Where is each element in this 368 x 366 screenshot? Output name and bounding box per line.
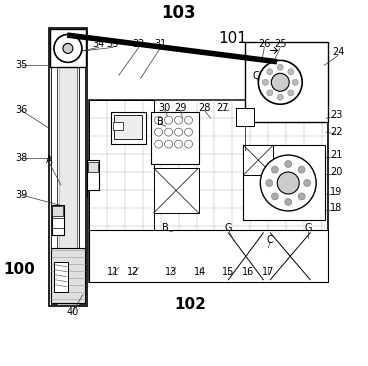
Text: 19: 19 [330,187,342,197]
Circle shape [155,116,163,124]
Text: 18: 18 [330,203,342,213]
Text: B: B [162,223,169,233]
Circle shape [277,64,283,70]
Circle shape [304,179,311,187]
Bar [243,145,273,175]
Circle shape [267,69,273,75]
Text: 21: 21 [330,150,342,160]
Circle shape [260,155,316,211]
Text: 39: 39 [15,190,27,200]
Text: 16: 16 [242,267,255,277]
Bar [88,162,98,172]
Bar [153,168,198,213]
Bar [87,160,99,190]
Circle shape [277,172,299,194]
Text: C: C [253,71,260,81]
Circle shape [298,193,305,200]
Text: G: G [225,223,232,233]
Text: 29: 29 [174,103,187,113]
Bar [89,230,328,282]
Text: 33: 33 [107,40,119,49]
Circle shape [271,73,289,91]
Text: 14: 14 [194,267,206,277]
Bar [79,30,85,304]
Bar [151,112,198,164]
Text: 30: 30 [159,103,171,113]
Bar [243,145,325,220]
Bar [236,108,254,126]
Circle shape [271,193,278,200]
Circle shape [184,128,192,136]
Bar [111,112,146,144]
Circle shape [285,161,292,168]
Circle shape [288,69,294,75]
Circle shape [267,90,273,96]
Circle shape [262,79,268,85]
Circle shape [258,60,302,104]
Bar [87,175,99,197]
Text: 36: 36 [15,105,27,115]
Text: B: B [157,117,164,127]
Circle shape [155,128,163,136]
Text: 11: 11 [107,267,119,277]
Bar [51,30,57,304]
Text: A: A [46,155,52,165]
Circle shape [164,116,173,124]
Circle shape [174,140,183,148]
Circle shape [164,128,173,136]
Text: 27: 27 [216,103,229,113]
Circle shape [184,140,192,148]
Circle shape [174,116,183,124]
Text: 24: 24 [332,47,344,57]
Circle shape [277,94,283,100]
Text: 38: 38 [15,153,27,163]
Text: 40: 40 [67,307,79,317]
Text: 35: 35 [15,60,27,70]
Text: 102: 102 [174,297,206,312]
Bar [89,100,328,282]
Bar [114,115,142,139]
Bar [245,42,328,122]
Bar [54,262,68,292]
Bar [89,100,153,282]
Text: 15: 15 [222,267,235,277]
Text: 34: 34 [93,40,105,49]
Text: G: G [304,223,312,233]
Text: 26: 26 [258,40,270,49]
Circle shape [164,140,173,148]
Circle shape [184,116,192,124]
Bar [113,122,123,130]
Text: 12: 12 [127,267,139,277]
Text: 100: 100 [3,262,35,277]
Text: 25: 25 [274,40,287,49]
Text: 13: 13 [164,267,177,277]
Circle shape [298,166,305,173]
Text: 31: 31 [155,40,167,49]
Bar [51,248,85,303]
Text: 20: 20 [330,167,342,177]
Circle shape [271,166,278,173]
Circle shape [292,79,298,85]
Text: 17: 17 [262,267,275,277]
Text: 103: 103 [161,4,196,22]
Bar [59,30,77,304]
Text: 101: 101 [218,31,247,46]
Bar [52,206,63,216]
Text: C: C [267,235,274,245]
Text: 32: 32 [132,40,145,49]
Bar [52,205,64,235]
Circle shape [54,34,82,62]
Circle shape [63,44,73,53]
Circle shape [155,140,163,148]
Circle shape [288,90,294,96]
Text: 22: 22 [330,127,342,137]
Circle shape [285,198,292,205]
Text: 28: 28 [198,103,210,113]
Circle shape [266,179,273,187]
Bar [50,29,86,67]
Bar [49,29,87,306]
Circle shape [174,128,183,136]
Text: 23: 23 [330,110,342,120]
